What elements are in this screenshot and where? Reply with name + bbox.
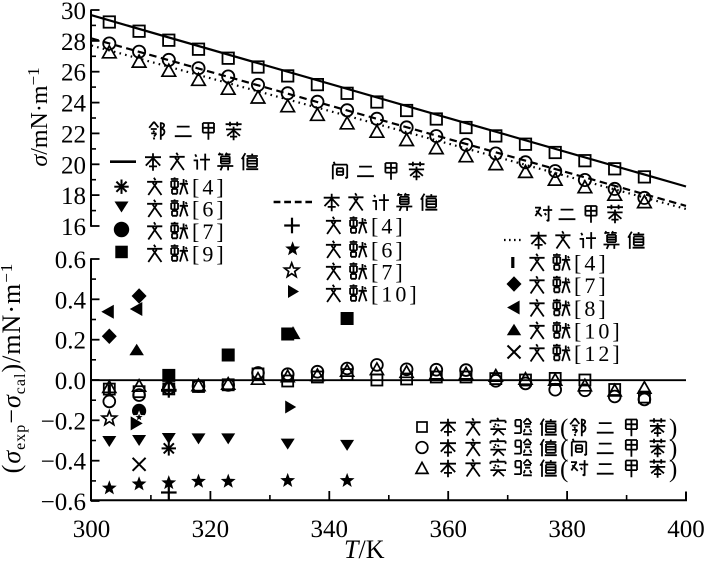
svg-text:22: 22 xyxy=(61,121,86,148)
svg-text:σ/mN·m−1: σ/mN·m−1 xyxy=(24,67,53,166)
svg-text:−0.4: −0.4 xyxy=(41,449,87,476)
svg-text:(: ( xyxy=(560,436,568,463)
svg-text:24: 24 xyxy=(61,91,87,118)
svg-text:300: 300 xyxy=(73,516,111,543)
svg-text:18: 18 xyxy=(61,183,86,210)
svg-text:28: 28 xyxy=(61,29,86,56)
svg-text:0.0: 0.0 xyxy=(55,368,86,395)
svg-text:[7]: [7] xyxy=(192,219,227,244)
svg-text:400: 400 xyxy=(667,516,705,543)
svg-text:20: 20 xyxy=(61,152,86,179)
svg-text:30: 30 xyxy=(61,0,86,25)
svg-text:): ) xyxy=(669,436,677,463)
svg-text:[6]: [6] xyxy=(192,197,227,222)
svg-text:[7]: [7] xyxy=(574,273,609,298)
svg-text:16: 16 xyxy=(61,214,86,241)
svg-text:[12]: [12] xyxy=(574,341,623,366)
svg-text:320: 320 xyxy=(192,516,230,543)
svg-text:340: 340 xyxy=(311,516,349,543)
svg-text:[4]: [4] xyxy=(371,214,406,239)
svg-text:[4]: [4] xyxy=(192,175,227,200)
svg-text:26: 26 xyxy=(61,60,86,87)
svg-text:[8]: [8] xyxy=(574,296,609,321)
svg-text:): ) xyxy=(669,456,677,483)
svg-text:[7]: [7] xyxy=(371,260,406,285)
svg-text:[10]: [10] xyxy=(371,282,420,307)
svg-text:0.2: 0.2 xyxy=(55,328,86,355)
svg-text:[6]: [6] xyxy=(371,238,406,263)
svg-text:[4]: [4] xyxy=(574,251,609,276)
svg-text:[10]: [10] xyxy=(574,319,623,344)
svg-text:(: ( xyxy=(560,415,568,442)
svg-text:): ) xyxy=(669,415,677,442)
svg-text:360: 360 xyxy=(429,516,467,543)
svg-text:0.4: 0.4 xyxy=(55,287,87,314)
svg-text:T/K: T/K xyxy=(344,535,385,564)
svg-text:380: 380 xyxy=(548,516,586,543)
svg-text:−0.6: −0.6 xyxy=(41,489,86,516)
svg-text:0.6: 0.6 xyxy=(55,247,86,274)
svg-text:[9]: [9] xyxy=(192,242,227,267)
svg-text:−0.2: −0.2 xyxy=(41,408,86,435)
svg-text:(: ( xyxy=(560,456,568,483)
